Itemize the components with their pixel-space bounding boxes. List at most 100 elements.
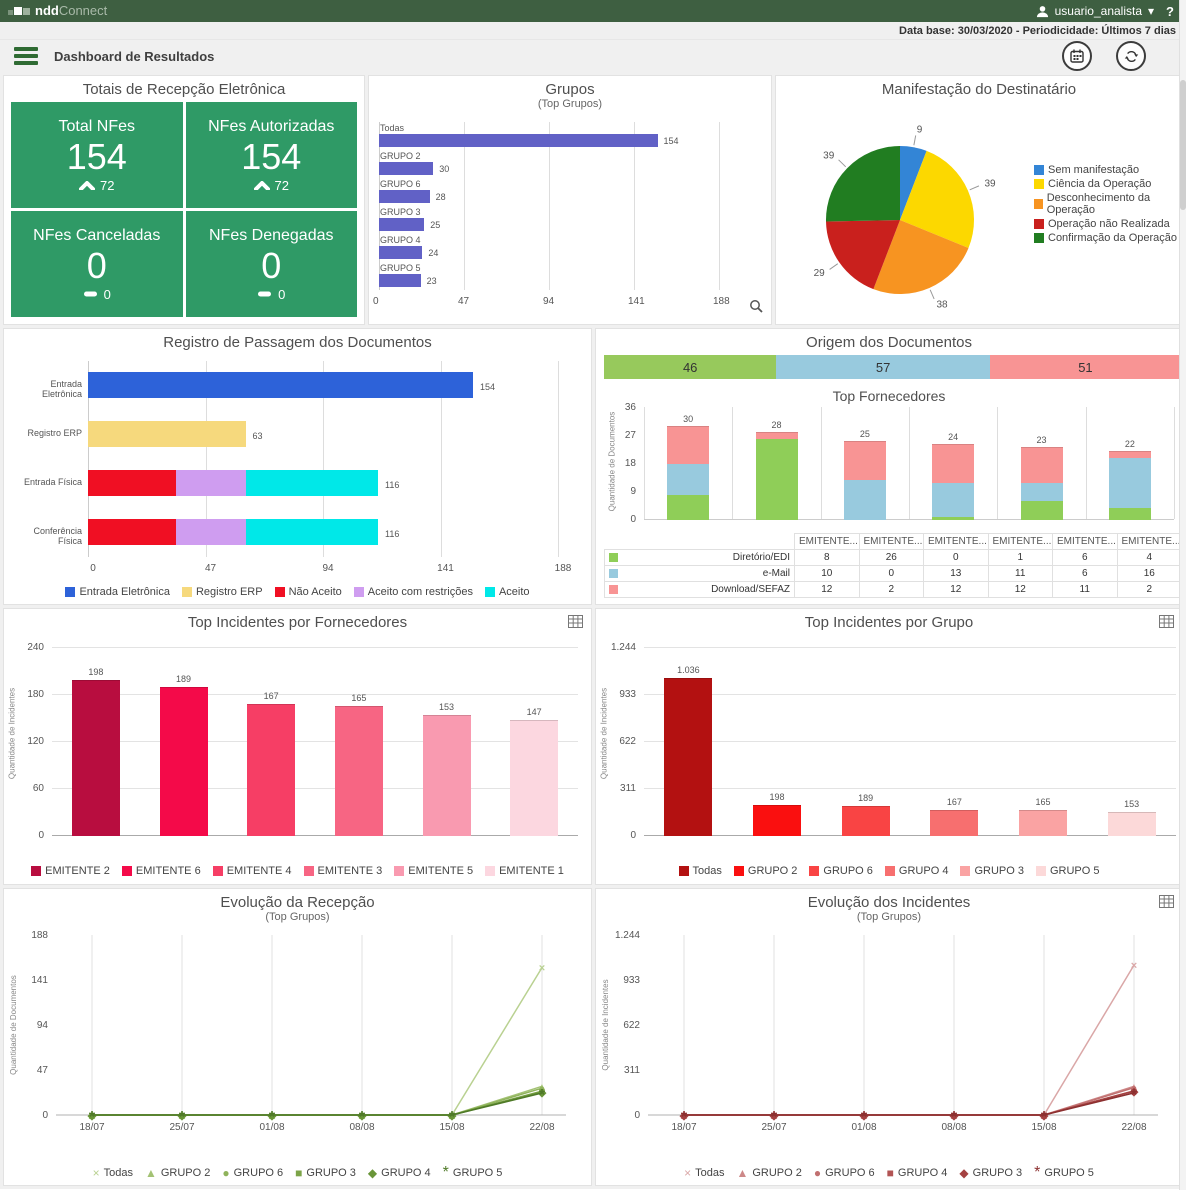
legend-label: EMITENTE 1 [499,865,564,877]
table-view-icon[interactable] [568,615,583,633]
scrollbar-thumb[interactable] [1180,80,1186,210]
legend-swatch [960,866,971,876]
value-cell: 8 [794,549,860,566]
series-swatch [609,585,618,594]
data-point-marker: ■ [269,1110,276,1122]
column-segment [843,441,886,480]
value-cell: 1 [987,549,1053,566]
column-segment [932,444,975,483]
bar-value-label: 116 [385,529,400,539]
value-cell: 6 [1052,549,1118,566]
calendar-button[interactable] [1062,41,1092,71]
column-segment [1108,456,1151,508]
panel-title: Top Incidentes por Grupo [804,614,974,631]
table-column-header: EMITENTE... [1052,533,1118,550]
data-point-marker: ● [1041,1110,1048,1122]
gridline [52,647,578,648]
data-point-marker: ▲ [267,1110,278,1122]
legend-label: Sem manifestação [1048,164,1140,176]
y-tick-label: 9 [630,486,636,497]
legend-label: EMITENTE 6 [135,865,201,877]
kpi-value: 0 [261,244,282,286]
legend-swatch [1034,165,1044,175]
table-view-icon[interactable] [1159,615,1174,633]
data-point-marker: * [951,1109,958,1126]
gridline [644,835,1176,836]
kpi-value: 154 [241,135,302,177]
data-point-marker: ◆ [447,1110,457,1122]
bar [334,705,383,836]
fornecedores-table: EMITENTE... EMITENTE... EMITENTE... EMITENT… [604,533,1182,598]
data-point-marker: ● [449,1110,456,1122]
kpi-label: NFes Autorizadas [208,117,335,135]
data-point-marker: ● [539,1083,546,1095]
pie-slice [900,145,927,220]
y-axis-label: Quantidade de Incidentes [601,979,610,1070]
x-tick-label: 08/08 [941,1122,966,1133]
legend-label: EMITENTE 2 [45,865,110,877]
kpi-tile-nfes-denegadas: NFes Denegadas 0 0 [185,211,357,317]
bar-segment [88,372,473,398]
bar-segment [245,470,378,496]
bar-value-label: 167 [946,796,962,807]
gridline [909,407,910,519]
data-point-marker: × [179,1110,185,1122]
data-point-marker: * [449,1109,456,1126]
legend-swatch [484,587,495,597]
legend-swatch [1034,179,1044,189]
legend-item: Confirmação da Operação [1034,232,1182,244]
data-point-marker: × [951,1110,957,1122]
legend-label: GRUPO 4 [898,865,949,877]
user-menu[interactable]: usuario_analista ▾ [1036,4,1154,18]
series-name-cell: Download/SEFAZ [604,581,795,598]
page-scrollbar[interactable] [1179,0,1186,1190]
user-icon [1036,5,1048,17]
legend-label: Ciência da Operação [1048,178,1152,190]
help-button[interactable]: ? [1166,3,1174,19]
x-tick-label: 08/08 [349,1122,374,1133]
series-line [684,1086,1135,1116]
menu-icon[interactable] [14,47,38,65]
gridline [464,122,465,290]
legend-item: Todas [678,865,722,877]
data-point-marker: ■ [951,1110,958,1122]
column-segment [1108,506,1151,520]
legend-item: ■ GRUPO 4 [887,1167,948,1179]
bar-value-label: 154 [663,136,679,146]
kpi-label: NFes Denegadas [208,226,334,244]
data-point-marker: ▲ [679,1110,690,1122]
legend-item: * GRUPO 5 [1034,1165,1094,1181]
y-tick-label: 36 [624,402,636,413]
legend-marker-icon: ▲ [736,1166,749,1180]
table-view-icon[interactable] [1159,895,1174,913]
bar-segment [88,421,246,447]
data-point-marker: ■ [771,1110,778,1122]
legend-marker-icon: ◆ [959,1166,969,1180]
data-point-marker: * [1131,1087,1138,1104]
x-tick-label: 47 [458,296,470,307]
panel-subtitle: (Top Grupos) [537,98,603,110]
kpi-delta: 72 [274,177,289,193]
y-tick-label: 60 [32,783,44,794]
legend-swatch [678,866,689,876]
bar [159,686,208,836]
bar-segment [88,519,176,545]
magnifier-icon[interactable] [749,299,763,318]
x-tick-label: 25/07 [761,1122,786,1133]
y-axis-label: Quantidade de Incidentes [599,687,609,780]
panel-subtitle: (Top Grupos) [856,911,922,923]
refresh-button[interactable] [1116,41,1146,71]
fornecedores-chart: 0 9 18 27 36 30 28 25 24 23 22 [604,402,1182,529]
data-point-marker: ● [89,1110,96,1122]
panel-totais-recepcao: Totais de Recepção Eletrônica Total NFes… [3,75,365,325]
x-tick-label: 18/07 [79,1122,104,1133]
legend-swatch [303,866,314,876]
data-point-marker: ▲ [447,1110,458,1122]
pie-slice [900,150,975,248]
data-point-marker: ■ [861,1110,868,1122]
registro-chart: Entrada Eletrônica 154 Registro ERP 63 Entra… [12,361,584,579]
series-line [684,964,1135,1116]
column-total-label: 25 [859,429,870,440]
column-segment [1020,481,1063,502]
y-tick-label: 240 [27,642,44,653]
